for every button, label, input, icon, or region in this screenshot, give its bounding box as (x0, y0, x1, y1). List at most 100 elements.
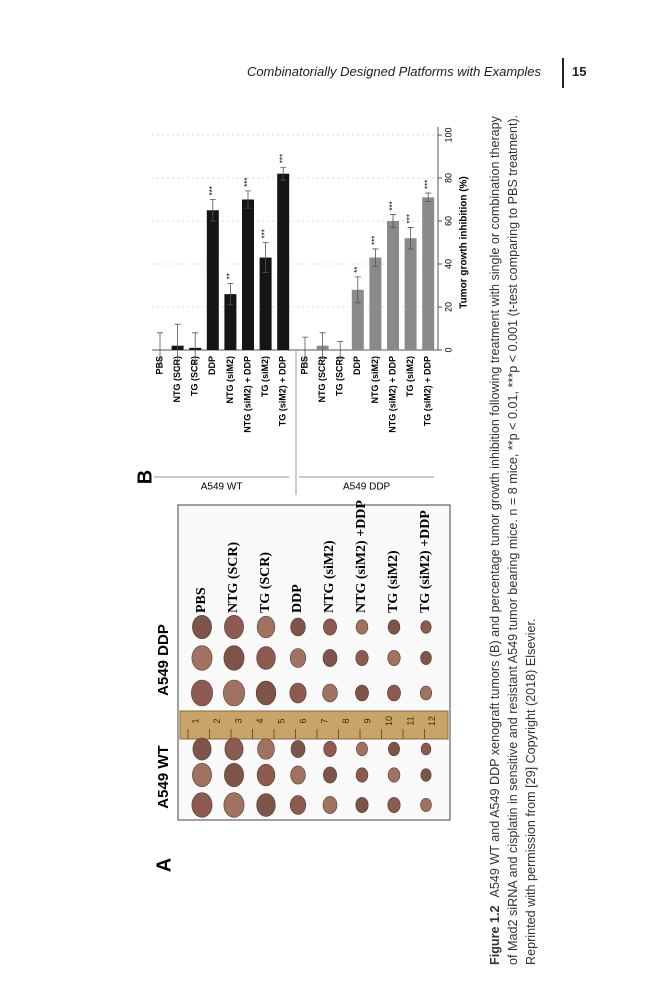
x-tick-label: 100 (443, 127, 453, 142)
error-bar (245, 190, 251, 209)
y-tick-label: NTG (siM2) + DDP (242, 356, 252, 433)
column-header: A549 WT (155, 745, 172, 808)
y-tick-label: PBS (299, 356, 309, 375)
significance: ** (353, 267, 362, 273)
error-bar (319, 332, 326, 359)
bar (351, 289, 364, 350)
x-tick-label: 80 (443, 173, 453, 183)
significance: ** (226, 273, 235, 279)
tumor (387, 767, 401, 783)
y-tick-label: NTG (SCR) (172, 356, 182, 403)
tumor (355, 767, 369, 783)
tumor (290, 765, 306, 785)
ruler-number: 9 (362, 718, 372, 723)
tumor (323, 741, 337, 757)
tumor (191, 645, 213, 671)
error-bar (192, 332, 199, 364)
significance: *** (371, 236, 380, 245)
ruler-number: 3 (233, 718, 243, 723)
ruler-number: 8 (341, 718, 351, 723)
ruler-number: 1 (190, 718, 200, 723)
bar (422, 197, 435, 350)
tumor (192, 615, 212, 640)
tumor (387, 797, 401, 813)
row-label: TG (SCR) (258, 552, 273, 613)
tumor (387, 650, 401, 666)
ruler (179, 710, 449, 740)
ruler-number: 2 (212, 718, 222, 723)
bar (387, 221, 399, 350)
tumor (355, 619, 369, 635)
y-tick-label: PBS (154, 356, 164, 375)
row-label: PBS (194, 587, 209, 613)
row-label: DDP (290, 584, 305, 613)
group-label: A549 DDP (343, 482, 391, 493)
ruler-number: 5 (276, 718, 286, 723)
tumor (420, 768, 432, 782)
caption-text: A549 WT and A549 DDP xenograft tumors (B… (488, 114, 538, 965)
panel-label: B (134, 470, 156, 484)
caption: Figure 1.2A549 WT and A549 DDP xenograft… (486, 103, 540, 965)
tumor (420, 620, 432, 634)
tumor (355, 650, 369, 666)
error-bar (302, 336, 308, 364)
tumor (224, 762, 244, 788)
tumor (322, 683, 338, 703)
bar (206, 210, 219, 350)
x-tick-label: 20 (443, 302, 453, 312)
tumor (289, 682, 307, 704)
error-bar (390, 214, 396, 228)
tumor (256, 763, 276, 787)
y-tick-label: DDP (207, 356, 217, 375)
significance: *** (208, 186, 217, 195)
tumor (419, 685, 433, 701)
tumor (224, 615, 244, 640)
error-bar (372, 248, 379, 267)
tumor (223, 645, 245, 671)
y-tick-label: NTG (siM2) (370, 356, 380, 404)
tumor (420, 742, 432, 756)
x-tick-label: 40 (443, 259, 453, 269)
column-header: A549 DDP (155, 624, 172, 696)
tumor (355, 797, 369, 813)
ruler-number: 6 (298, 718, 308, 723)
significance: *** (261, 229, 270, 238)
ruler-number: 11 (405, 716, 415, 725)
caption-label: Figure 1.2 (488, 905, 502, 966)
ruler-number: 12 (427, 716, 437, 726)
tumor (191, 792, 213, 818)
y-tick-label: NTG (SCR) (317, 356, 327, 403)
tumor (420, 651, 432, 665)
row-label: TG (siM2) +DDP (418, 510, 433, 613)
row-label: NTG (siM2) (322, 540, 337, 613)
running-title: Combinatorially Designed Platforms with … (246, 64, 541, 79)
y-tick-label: DDP (352, 356, 362, 375)
error-bar (280, 166, 287, 181)
tumor (224, 737, 244, 761)
tumor (322, 796, 338, 814)
y-tick-label: TG (siM2) + DDP (423, 356, 433, 426)
error-bar (174, 323, 181, 368)
tumor (191, 679, 213, 707)
figure: A A549 WT A549 DDP PBS NTG (SCR) TG (SCR) DDP… (134, 127, 470, 872)
tumor (356, 741, 368, 757)
y-tick-label: NTG (siM2) (225, 356, 235, 404)
tumor (290, 740, 306, 758)
x-tick-label: 60 (443, 216, 453, 226)
page-number: 15 (572, 64, 587, 79)
significance: *** (423, 180, 432, 189)
x-tick-label: 0 (443, 347, 453, 352)
tumor (192, 737, 212, 761)
row-label: NTG (siM2) +DDP (354, 500, 369, 613)
y-tick-label: TG (SCR) (335, 356, 345, 396)
error-bar (157, 332, 163, 368)
tumor (256, 615, 276, 639)
tumor (323, 766, 337, 784)
tumor (387, 619, 401, 635)
row-label: TG (siM2) (386, 550, 401, 613)
y-tick-label: TG (SCR) (190, 356, 200, 396)
tumor (387, 684, 401, 702)
bar (277, 173, 290, 350)
significance: *** (278, 154, 287, 163)
